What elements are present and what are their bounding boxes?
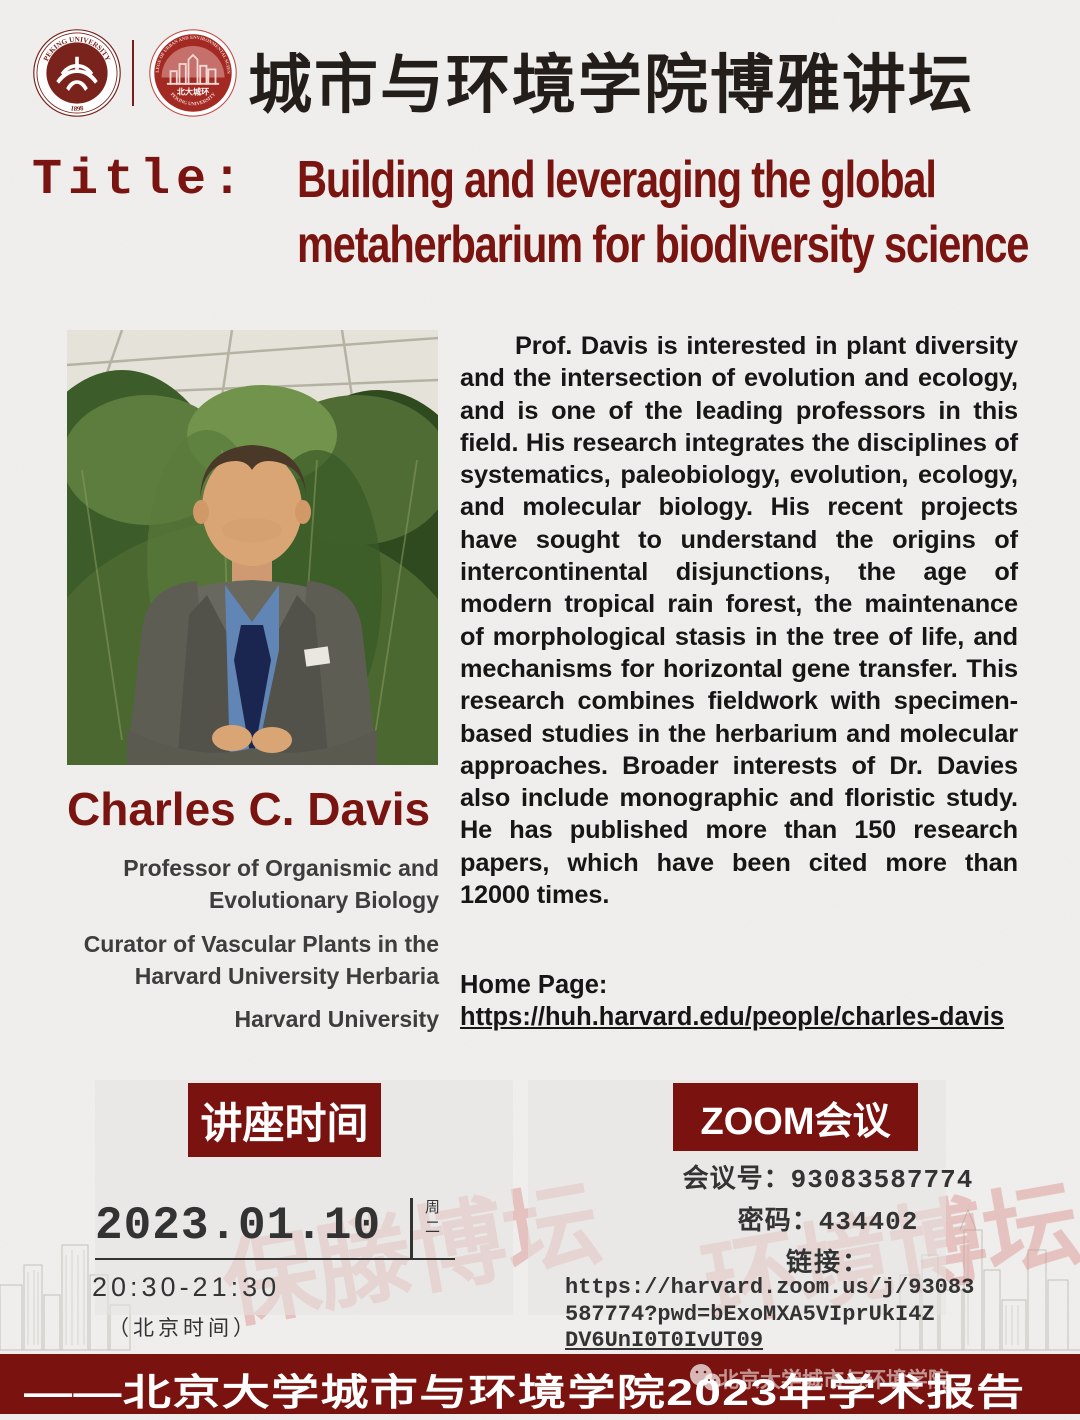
svg-text:1898: 1898 (70, 105, 85, 113)
svg-text:北大城环: 北大城环 (177, 87, 209, 97)
